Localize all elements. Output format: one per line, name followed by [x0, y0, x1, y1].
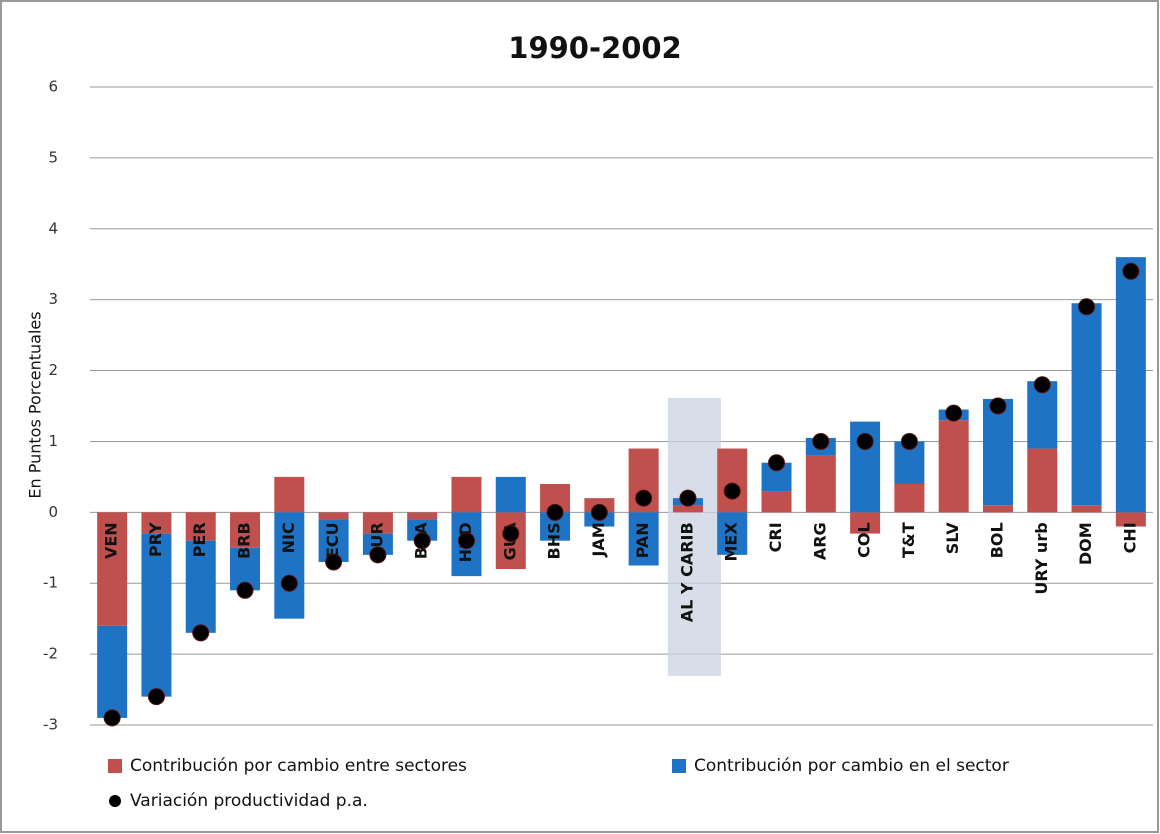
x-tick-label: PER [190, 522, 209, 557]
x-tick-label: T&T [899, 522, 918, 558]
bar [805, 455, 836, 513]
x-tick-label: AL Y CARIB [677, 522, 696, 622]
bar [407, 519, 438, 541]
bar [362, 512, 393, 534]
x-tick-label: ECU [323, 522, 342, 558]
dot [147, 688, 165, 706]
dot [945, 404, 963, 422]
dot [369, 546, 387, 564]
legend-marker [672, 759, 686, 773]
legend-label: Contribución por cambio en el sector [694, 756, 1009, 776]
x-tick-label: CHI [1120, 522, 1139, 553]
y-tick-label: 0 [48, 503, 58, 521]
dot [679, 489, 697, 507]
y-tick-label: 5 [48, 148, 58, 166]
x-tick-label: JAM [589, 522, 608, 557]
bar [407, 512, 438, 520]
bar [628, 512, 659, 566]
y-tick-label: -1 [43, 574, 58, 592]
bar [451, 476, 482, 513]
bar [1071, 303, 1102, 506]
y-tick-label: 4 [48, 219, 58, 237]
dot [546, 503, 564, 521]
x-tick-label: URY urb [1032, 522, 1051, 594]
bar [495, 476, 526, 513]
legend-label: Variación productividad p.a. [130, 791, 368, 811]
dot [192, 624, 210, 642]
y-tick-label: 1 [48, 432, 58, 450]
bar [894, 483, 925, 513]
bar [1115, 512, 1146, 527]
dot [635, 489, 653, 507]
x-tick-label: BHS [545, 522, 564, 559]
y-tick-label: 2 [48, 361, 58, 379]
dot [812, 432, 830, 450]
dot [413, 532, 431, 550]
x-tick-label: PAN [633, 522, 652, 558]
x-tick-label: ARG [810, 522, 829, 560]
dot [1122, 262, 1140, 280]
chart-title: 1990-2002 [508, 31, 681, 65]
bar [185, 512, 216, 541]
dot [236, 581, 254, 599]
bar [97, 625, 128, 718]
dot [1033, 376, 1051, 394]
y-tick-label: -2 [43, 645, 58, 663]
y-tick-label: 6 [48, 78, 58, 96]
dot [325, 553, 343, 571]
dot [856, 432, 874, 450]
x-tick-label: COL [855, 522, 874, 558]
bar [362, 533, 393, 555]
dot [280, 574, 298, 592]
y-axis-label: En Puntos Porcentuales [26, 311, 45, 498]
dot [900, 432, 918, 450]
x-tick-label: MEX [722, 522, 741, 562]
bar [185, 540, 216, 633]
x-tick-label: SLV [943, 522, 962, 555]
bar [1027, 448, 1058, 513]
bar [230, 512, 261, 548]
x-tick-label: NIC [279, 522, 298, 553]
bar [318, 512, 349, 520]
bar [672, 505, 703, 513]
dot [1078, 298, 1096, 316]
dot [502, 525, 520, 543]
dot [590, 503, 608, 521]
x-tick-label: PRY [146, 522, 165, 557]
bar [274, 512, 305, 619]
highlight-box [667, 398, 721, 676]
x-tick-label: BOL [987, 522, 1006, 558]
bar [938, 420, 969, 513]
legend-marker [108, 759, 122, 773]
bar [850, 512, 881, 534]
dot [723, 482, 741, 500]
y-tick-label: 3 [48, 290, 58, 308]
dot [457, 532, 475, 550]
legend-label: Contribución por cambio entre sectores [130, 756, 467, 776]
bar [1115, 257, 1146, 513]
dot [103, 709, 121, 727]
x-tick-label: BRB [235, 522, 254, 559]
bar [761, 491, 792, 513]
bar [1071, 505, 1102, 513]
dot [768, 454, 786, 472]
bar [982, 398, 1013, 506]
x-tick-label: VEN [102, 522, 121, 559]
x-tick-label: DOM [1076, 522, 1095, 565]
legend-marker [109, 795, 121, 807]
x-tick-label: CRI [766, 522, 785, 552]
bar [141, 512, 172, 534]
bar [97, 512, 128, 626]
bar [982, 505, 1013, 513]
bar [717, 512, 748, 555]
bar [141, 533, 172, 697]
dot [989, 397, 1007, 415]
bar [717, 448, 748, 513]
bar [274, 476, 305, 513]
y-tick-label: -3 [43, 716, 58, 734]
